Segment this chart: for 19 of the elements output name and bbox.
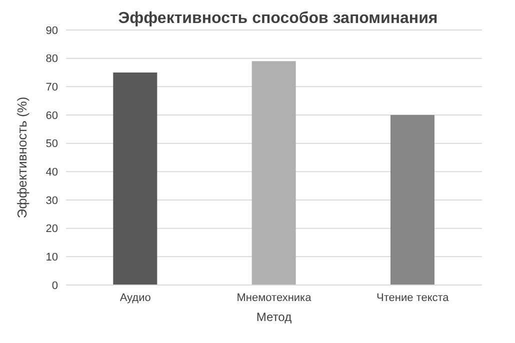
- y-tick-label: 30: [46, 194, 58, 207]
- y-tick-label: 70: [46, 82, 58, 94]
- y-tick-label: 20: [46, 223, 58, 236]
- y-tick-label: 80: [46, 53, 58, 66]
- bar: [252, 61, 296, 285]
- bar: [113, 72, 158, 285]
- bar: [390, 115, 434, 285]
- x-tick-label: Чтение текста: [376, 292, 450, 304]
- x-axis-title: Метод: [256, 310, 292, 324]
- y-tick-label: 40: [46, 166, 58, 179]
- x-tick-label: Аудио: [120, 292, 151, 304]
- chart-title: Эффективность способов запоминания: [117, 10, 439, 28]
- y-tick-label: 0: [52, 280, 58, 292]
- y-tick-label: 60: [46, 110, 58, 122]
- y-tick-label: 90: [46, 24, 58, 37]
- y-tick-label: 10: [46, 252, 58, 264]
- y-tick-label: 50: [46, 138, 58, 150]
- y-axis-title: Эффективность (%): [14, 96, 30, 218]
- x-tick-label: Мнемотехника: [236, 292, 312, 304]
